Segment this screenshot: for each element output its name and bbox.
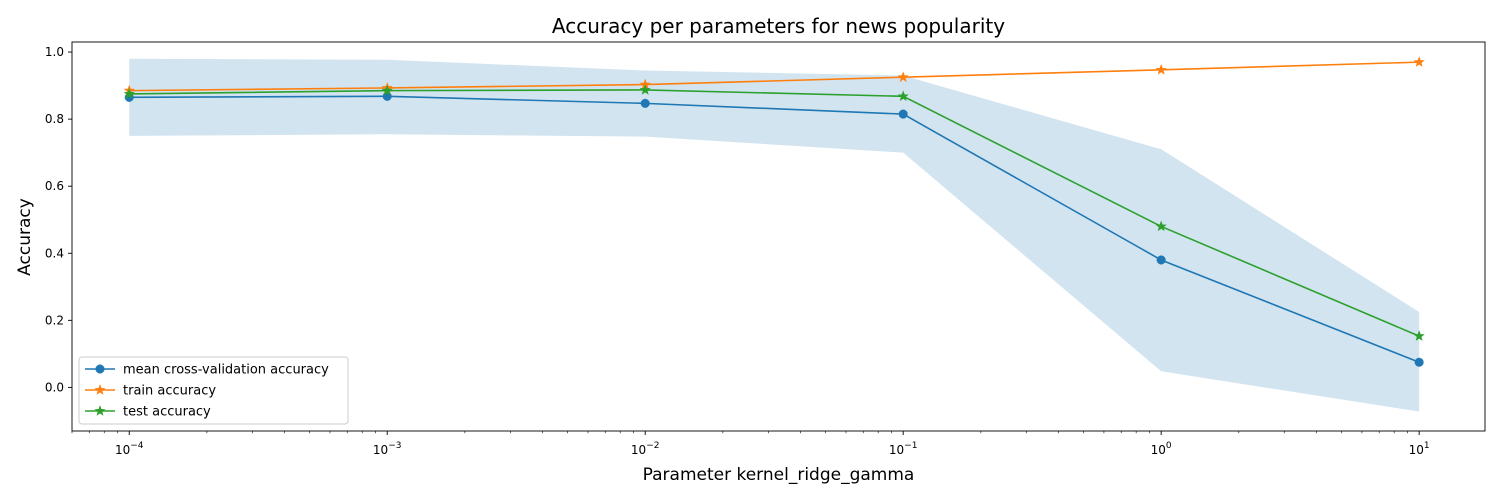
data-point-2-1 xyxy=(381,84,393,96)
x-tick-label-4: 100 xyxy=(1151,441,1172,457)
y-tick-label-3: 0.6 xyxy=(45,179,64,193)
x-tick-label-2: 10−2 xyxy=(631,441,660,457)
legend: mean cross-validation accuracy train accu… xyxy=(78,356,349,425)
series-line-2 xyxy=(129,89,1420,337)
x-axis-ticks: 10−4 10−3 10−2 10−1 100 101 xyxy=(71,431,1430,457)
legend-entry-0: mean cross-validation accuracy xyxy=(85,363,329,378)
data-point-2-3 xyxy=(897,90,909,102)
data-point-0-4 xyxy=(1156,255,1166,265)
data-point-1-3 xyxy=(897,71,909,82)
legend-entry-2: test accuracy xyxy=(85,405,211,420)
legend-marker-0 xyxy=(95,364,105,374)
data-point-0-1 xyxy=(382,91,392,101)
y-tick-label-0: 0.0 xyxy=(45,380,64,394)
data-point-2-5 xyxy=(1413,330,1425,341)
series-line-0 xyxy=(129,95,1420,363)
chart-title: Accuracy per parameters for news popular… xyxy=(552,14,1005,38)
data-point-0-2 xyxy=(640,98,650,108)
y-tick-label-1: 0.2 xyxy=(45,313,64,327)
legend-entry-1: train accuracy xyxy=(85,384,216,399)
series-layer xyxy=(123,56,1425,367)
data-point-1-5 xyxy=(1413,56,1425,67)
legend-label-2: test accuracy xyxy=(123,405,211,420)
legend-label-1: train accuracy xyxy=(123,384,216,399)
legend-label-0: mean cross-validation accuracy xyxy=(123,363,329,378)
data-point-0-3 xyxy=(898,109,908,119)
data-point-2-4 xyxy=(1155,220,1167,232)
y-tick-label-2: 0.4 xyxy=(45,246,64,260)
legend-box xyxy=(78,356,349,425)
legend-marker-2 xyxy=(94,405,106,416)
plot-frame xyxy=(71,41,1486,432)
x-tick-label-3: 10−1 xyxy=(889,441,918,457)
x-axis-label: Parameter kernel_ridge_gamma xyxy=(643,465,915,485)
data-point-2-0 xyxy=(123,88,135,99)
x-tick-label-0: 10−4 xyxy=(115,441,144,457)
x-tick-label-1: 10−3 xyxy=(373,441,402,457)
series-line-1 xyxy=(129,61,1420,92)
data-point-0-5 xyxy=(1414,357,1424,367)
data-point-2-2 xyxy=(639,84,651,95)
data-point-1-4 xyxy=(1155,63,1167,75)
y-tick-label-4: 0.8 xyxy=(45,112,64,126)
band-layer xyxy=(129,58,1420,412)
series-2 xyxy=(123,84,1425,341)
cv-std-band xyxy=(129,58,1420,412)
y-tick-label-5: 1.0 xyxy=(45,45,64,59)
x-tick-label-5: 101 xyxy=(1409,441,1430,457)
legend-marker-1 xyxy=(94,384,106,395)
y-axis-label: Accuracy xyxy=(15,198,35,276)
y-axis-ticks: 0.0 0.2 0.4 0.6 0.8 1.0 xyxy=(45,45,72,394)
